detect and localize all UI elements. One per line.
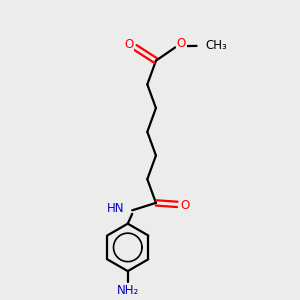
Text: HN: HN [106,202,124,215]
Text: O: O [177,37,186,50]
Text: O: O [124,38,133,52]
Text: NH₂: NH₂ [117,284,139,297]
Text: O: O [180,200,189,212]
Text: CH₃: CH₃ [206,39,227,52]
